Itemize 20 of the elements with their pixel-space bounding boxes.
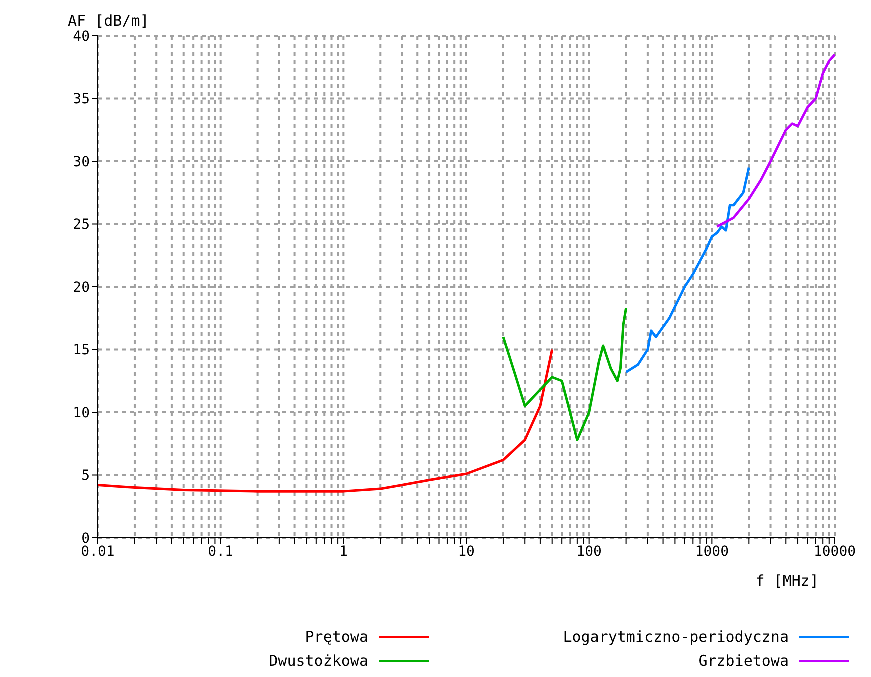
x-tick-label: 100: [576, 544, 602, 560]
y-tick-label: 5: [82, 468, 90, 484]
y-tick-label: 25: [73, 217, 90, 234]
y-tick-label: 35: [73, 92, 90, 108]
y-axis-title: AF [dB/m]: [68, 12, 150, 30]
legend-label: Grzbietowa: [698, 652, 789, 670]
x-tick-label: 10: [458, 544, 475, 560]
y-tick-label: 30: [73, 154, 90, 170]
y-tick-label: 10: [73, 405, 90, 422]
x-tick-label: 0.1: [208, 544, 234, 560]
x-tick-label: 1: [339, 544, 348, 560]
legend-label: Dwustożkowa: [269, 652, 368, 670]
y-tick-label: 15: [73, 342, 90, 359]
x-axis-title: f [MHz]: [756, 572, 819, 590]
legend-label: Logarytmiczno-periodyczna: [563, 628, 789, 646]
y-tick-label: 40: [73, 28, 90, 45]
legend-label: Prętowa: [305, 628, 368, 646]
x-tick-label: 10000: [814, 544, 856, 560]
y-tick-label: 20: [73, 280, 90, 296]
x-tick-label: 1000: [695, 544, 730, 560]
